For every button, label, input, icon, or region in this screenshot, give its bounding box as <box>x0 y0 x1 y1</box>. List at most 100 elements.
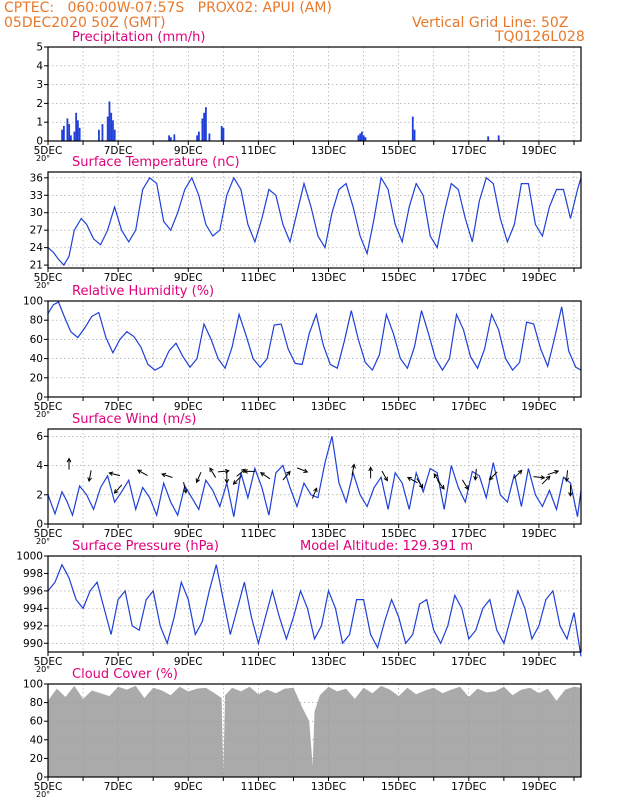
wind-arrow-head <box>464 485 469 491</box>
pressure-xtick-label: 9DEC <box>174 656 203 668</box>
wind-arrow <box>311 488 318 499</box>
wind-arrow <box>489 471 498 481</box>
wind-arrow <box>461 479 469 490</box>
precip-bar <box>98 129 100 141</box>
wind-arrow-head <box>224 478 230 484</box>
temp-xtick-label: 9DEC <box>174 272 203 284</box>
wind-ytick-label: 0 <box>36 519 43 531</box>
precip-ytick-label: 3 <box>36 79 43 91</box>
wind-ytick-label: 2 <box>36 489 43 501</box>
precip-xtick-label: 7DEC <box>104 145 133 157</box>
wind-arrow <box>236 468 246 477</box>
precip-bar <box>168 135 170 141</box>
wind-arrow-head <box>66 457 72 463</box>
temp-xtick-label: 19DEC <box>521 272 556 284</box>
header-run-time: 05DEC2020 50Z (GMT) <box>4 15 166 31</box>
precip-bar <box>203 112 206 141</box>
wind-arrow-head <box>195 478 201 484</box>
wind-arrow-head <box>383 476 388 482</box>
precip-bar <box>108 101 111 141</box>
cloud-ytick-label: 100 <box>23 679 43 691</box>
rh-xtick-label: 11DEC <box>241 401 276 413</box>
wind-arrow-head <box>182 488 188 494</box>
precip-xtick-label: 13DEC <box>311 145 346 157</box>
wind-arrow-head <box>136 469 142 474</box>
precip-xtick-label: 17DEC <box>451 145 486 157</box>
header-location: CPTEC: 060:00W-07:57S PROX02: APUI (AM) <box>4 0 332 16</box>
pressure-xtick-cut-label: 20° <box>36 665 50 674</box>
precip-bar <box>487 136 490 141</box>
wind-arrow <box>437 479 445 490</box>
pressure-xtick-label: 5DEC <box>34 656 63 668</box>
wind-arrow-head <box>440 484 445 490</box>
cloud-xtick-label: 11DEC <box>241 781 276 793</box>
wind-arrow-head <box>108 471 114 477</box>
wind-arrow <box>183 481 187 493</box>
wind-arrow-head <box>87 477 92 483</box>
pressure-ytick-label: 998 <box>23 568 43 580</box>
precip-bar <box>357 135 360 141</box>
wind-arrow <box>260 472 271 480</box>
temp-xtick-label: 11DEC <box>241 272 276 284</box>
precip-bar <box>222 127 225 141</box>
precip-bar <box>73 131 76 141</box>
precip-ytick-label: 1 <box>36 117 43 129</box>
pressure-xtick-label: 17DEC <box>451 656 486 668</box>
wind-arrow <box>407 477 418 484</box>
wind-xtick-label: 9DEC <box>174 528 203 540</box>
cloud-title: Cloud Cover (%) <box>72 667 178 682</box>
wind-arrow-head <box>286 470 291 476</box>
wind-ytick-label: 4 <box>36 460 43 472</box>
cloud-xtick-label: 7DEC <box>104 781 133 793</box>
rh-xtick-label: 7DEC <box>104 401 133 413</box>
wind-arrow-head <box>303 468 309 473</box>
wind-arrow-head <box>113 489 119 494</box>
precip-bar <box>361 131 363 141</box>
pressure-ytick-label: 996 <box>23 585 43 597</box>
precip-bar <box>208 133 211 141</box>
wind-arrow <box>547 470 559 476</box>
precip-bar <box>62 125 65 141</box>
wind-xtick-label: 19DEC <box>521 528 556 540</box>
precip-ytick-label: 2 <box>36 98 43 110</box>
wind-arrow <box>474 468 477 480</box>
wind-arrow <box>533 476 545 479</box>
wind-xtick-label: 7DEC <box>104 528 133 540</box>
precip-bar <box>110 112 113 141</box>
rh-ytick-label: 100 <box>23 296 43 308</box>
precip-ytick-label: 0 <box>36 136 43 148</box>
wind-arrow-head <box>540 475 546 480</box>
temp-xtick-cut-label: 20° <box>36 281 50 290</box>
precip-title: Precipitation (mm/h) <box>72 30 205 45</box>
wind-arrow <box>209 467 217 478</box>
cloud-ytick-label: 40 <box>30 734 43 746</box>
cloud-xtick-label: 5DEC <box>34 781 63 793</box>
precip-bar <box>196 135 199 141</box>
rh-xtick-label: 5DEC <box>34 401 63 413</box>
wind-arrow-head <box>554 469 560 475</box>
pressure-series-line <box>47 563 582 657</box>
wind-arrow <box>161 473 173 478</box>
precip-xtick-label: 5DEC <box>34 145 63 157</box>
pressure-ytick-label: 990 <box>23 638 43 650</box>
pressure-xtick-label: 11DEC <box>241 656 276 668</box>
rh-ytick-label: 40 <box>30 353 43 365</box>
wind-xtick-label: 13DEC <box>311 528 346 540</box>
wind-arrow <box>233 475 242 485</box>
wind-xtick-label: 15DEC <box>381 528 416 540</box>
wind-xtick-cut-label: 20° <box>36 537 50 546</box>
precip-bar <box>106 116 109 141</box>
precip-bar <box>69 135 72 141</box>
pressure-ytick-label: 994 <box>23 603 43 615</box>
header-grid-note: Vertical Grid Line: 50Z <box>412 15 569 31</box>
wind-arrow-head <box>418 483 424 489</box>
cloud-xtick-label: 17DEC <box>451 781 486 793</box>
wind-arrow <box>282 471 291 481</box>
wind-arrow <box>565 470 569 482</box>
precip-xtick-cut-label: 20° <box>36 154 50 163</box>
pressure-ytick-label: 992 <box>23 620 43 632</box>
precip-bar <box>173 134 176 141</box>
rh-xtick-cut-label: 20° <box>36 410 50 419</box>
precip-ytick-label: 4 <box>36 60 43 72</box>
